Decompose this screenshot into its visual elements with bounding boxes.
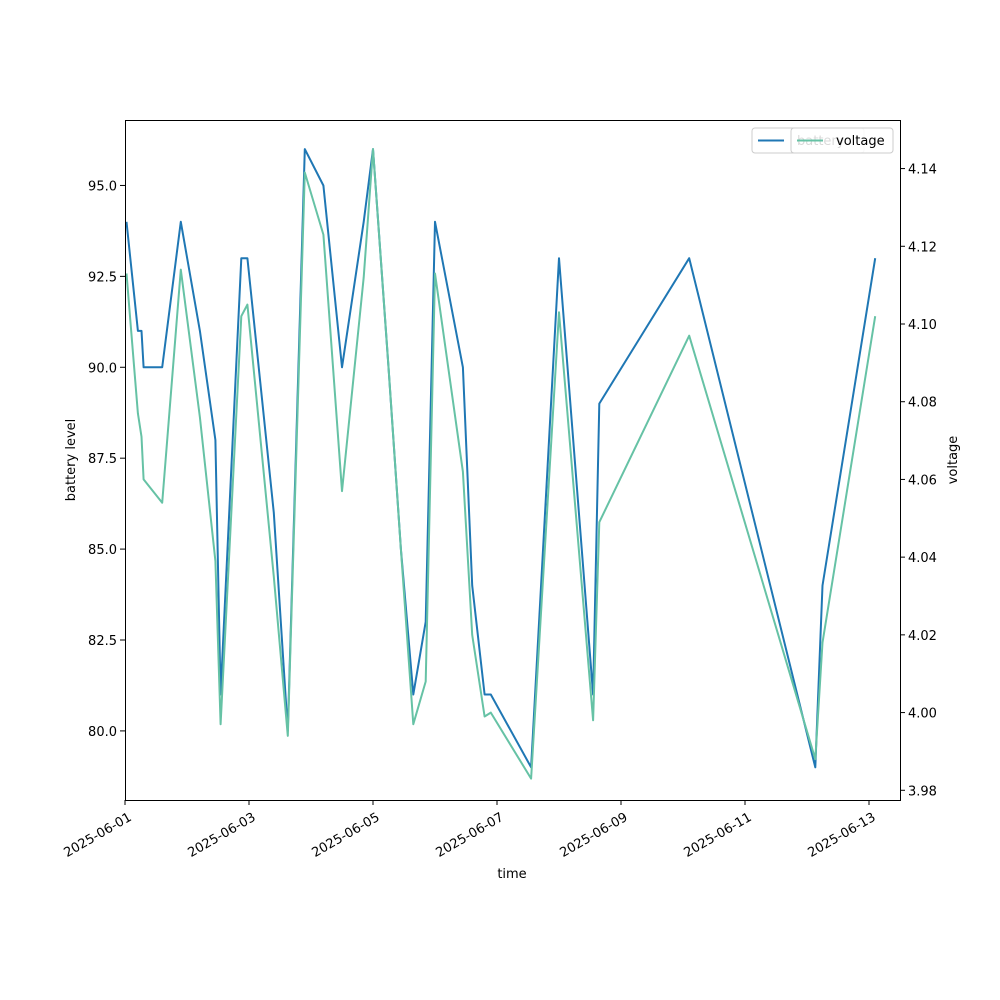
x-tick-label: 2025-06-11 (681, 810, 754, 861)
y2-tick-label: 4.00 (908, 707, 937, 722)
y2-tick-label: 4.06 (908, 473, 937, 488)
y-tick-label: 80.0 (88, 725, 117, 740)
y-tick-label: 82.5 (88, 634, 117, 649)
y-axis-right: 3.98 4.00 4.02 4.04 4.06 4.08 4.10 4.12 4.14 (900, 163, 937, 799)
x-tick-label: 2025-06-13 (805, 810, 878, 861)
legend-box (790, 127, 894, 154)
y-tick-label: 85.0 (88, 543, 117, 558)
x-tick-label: 2025-06-07 (433, 810, 506, 861)
y-tick-label: 92.5 (88, 270, 117, 285)
y2-tick-label: 4.14 (908, 163, 937, 178)
legend-label: voltage (836, 134, 885, 149)
x-tick-label: 2025-06-09 (557, 810, 630, 861)
y2-tick-label: 4.10 (908, 318, 937, 333)
y-tick-label: 87.5 (88, 452, 117, 467)
y2-tick-label: 4.08 (908, 396, 937, 411)
legends: batteryvoltage (751, 127, 894, 154)
x-tick-label: 2025-06-01 (61, 810, 134, 861)
legend-voltage: voltage (790, 127, 894, 154)
series-line-battery (125, 148, 877, 769)
y2-tick-label: 4.04 (908, 551, 937, 566)
x-tick-label: 2025-06-03 (185, 810, 258, 861)
x-axis: 2025-06-01 2025-06-03 2025-06-05 2025-06-07… (61, 800, 878, 861)
y-axis-left: 80.0 82.5 85.0 87.5 90.0 92.5 95.0 (88, 179, 125, 740)
y2-axis-title: voltage (946, 436, 961, 485)
plot-frame (125, 120, 901, 801)
y-tick-label: 95.0 (88, 179, 117, 194)
y2-tick-label: 3.98 (908, 784, 937, 799)
y2-tick-label: 4.12 (908, 240, 937, 255)
y-axis-title: battery level (64, 419, 79, 502)
x-axis-title: time (497, 867, 526, 882)
y-tick-label: 90.0 (88, 361, 117, 376)
y2-tick-label: 4.02 (908, 629, 937, 644)
plot-lines (125, 148, 877, 780)
series-line-voltage (125, 148, 877, 780)
x-tick-label: 2025-06-05 (309, 810, 382, 861)
